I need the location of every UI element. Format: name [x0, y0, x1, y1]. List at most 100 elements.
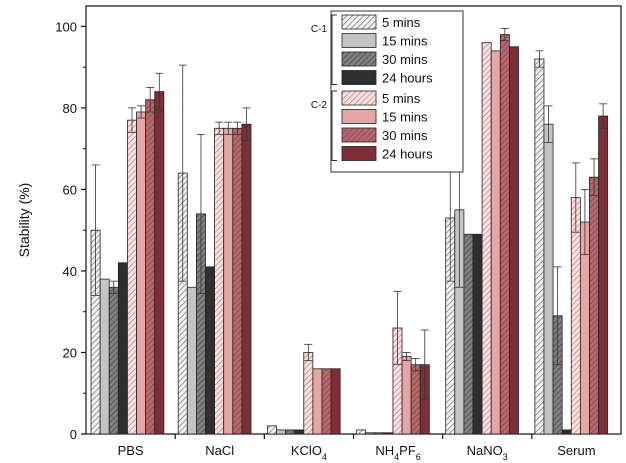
x-tick-label: PBS: [118, 443, 144, 458]
bar: [276, 429, 286, 435]
error-bar: [127, 107, 136, 133]
error-bar: [155, 72, 164, 111]
bar: [214, 127, 225, 435]
error-bar: [544, 105, 553, 143]
bar: [499, 34, 510, 435]
bar: [136, 111, 147, 435]
legend-swatch: [341, 109, 377, 124]
bar: [383, 432, 394, 435]
error-bar: [242, 107, 251, 141]
legend-label: 5 mins: [382, 15, 421, 30]
error-bar: [233, 121, 242, 135]
y-tick-label: 80: [63, 101, 77, 116]
legend-group-bracket: [331, 14, 337, 85]
error-bar: [402, 352, 411, 362]
axes-layer: 0 20 40 60 80 100 Stability (%) PBS NaCl KClO4 NH4…: [16, 19, 596, 462]
error-bar: [553, 266, 562, 366]
bar: [241, 123, 252, 435]
error-bar: [500, 28, 509, 42]
bars-layer: [90, 28, 609, 435]
y-tick-label: 100: [55, 19, 77, 34]
bar: [312, 368, 323, 435]
bar: [490, 50, 501, 435]
error-bar: [420, 329, 429, 400]
legend-group-label: C-2: [311, 100, 328, 111]
bar: [154, 91, 165, 435]
bar: [374, 432, 385, 435]
bar: [508, 46, 519, 435]
error-bar: [91, 164, 100, 296]
bar: [410, 364, 421, 435]
y-tick-label: 20: [63, 345, 77, 360]
bar: [365, 432, 376, 435]
error-bar: [393, 290, 402, 366]
x-tick-label: NaNO3: [467, 443, 508, 462]
bar: [145, 99, 156, 435]
legend-label: 30 mins: [382, 52, 428, 67]
legend-label: 24 hours: [382, 147, 433, 162]
error-bar: [109, 280, 118, 294]
error-bar: [146, 87, 155, 113]
x-tick-label: NaCl: [205, 443, 234, 458]
bar: [401, 356, 412, 435]
legend-label: 24 hours: [382, 71, 433, 86]
y-axis-title: Stability (%): [16, 183, 32, 258]
bar: [321, 368, 332, 435]
legend-swatch: [341, 33, 377, 48]
y-tick-label: 0: [70, 427, 77, 442]
x-tick-label: Serum: [557, 443, 595, 458]
bar: [543, 123, 554, 435]
bar: [99, 278, 110, 435]
y-tick-label: 40: [63, 264, 77, 279]
error-bar: [137, 105, 146, 119]
bar: [561, 429, 572, 435]
error-bar: [411, 358, 420, 372]
bar: [472, 233, 483, 435]
error-bar: [599, 103, 608, 129]
bar: [186, 286, 197, 435]
error-bar: [304, 343, 313, 362]
bar: [570, 197, 581, 435]
bar: [589, 176, 599, 435]
error-bar: [590, 158, 599, 196]
legend-group-bracket: [331, 90, 337, 161]
legend-swatch: [341, 51, 377, 67]
bar: [303, 352, 314, 435]
y-tick-label: 60: [63, 182, 77, 197]
bar: [285, 429, 296, 435]
legend-swatch: [341, 70, 377, 85]
bar: [223, 127, 234, 435]
error-bar: [580, 189, 589, 256]
bar: [205, 266, 216, 435]
bar: [330, 368, 341, 435]
error-bar: [215, 121, 224, 135]
legend-swatch: [341, 90, 377, 106]
bar: [117, 262, 128, 435]
legend-label: 30 mins: [382, 128, 428, 143]
bar: [356, 429, 367, 435]
bar: [463, 233, 474, 435]
error-bar: [571, 162, 580, 233]
bar: [266, 425, 277, 435]
legend-swatch: [341, 14, 377, 30]
legend-swatch: [341, 146, 377, 161]
error-bar: [224, 121, 233, 135]
x-tick-label: KClO4: [291, 443, 327, 462]
bar: [127, 119, 137, 435]
bar: [534, 58, 545, 435]
bar: [294, 429, 305, 435]
bar: [232, 127, 243, 435]
error-bar: [178, 64, 187, 282]
bar: [108, 286, 119, 435]
legend-label: 15 mins: [382, 34, 428, 49]
legend-group-label: C-1: [311, 24, 328, 35]
x-tick-label: NH4PF6: [375, 443, 420, 462]
legend: 5 mins 15 mins 30 mins 24 hours 5 mins 15 min…: [311, 10, 464, 173]
legend-label: 15 mins: [382, 110, 428, 125]
bar: [598, 115, 609, 435]
legend-swatch: [341, 127, 377, 143]
error-bar: [535, 50, 544, 68]
legend-label: 5 mins: [382, 91, 421, 106]
bar: [481, 42, 492, 435]
